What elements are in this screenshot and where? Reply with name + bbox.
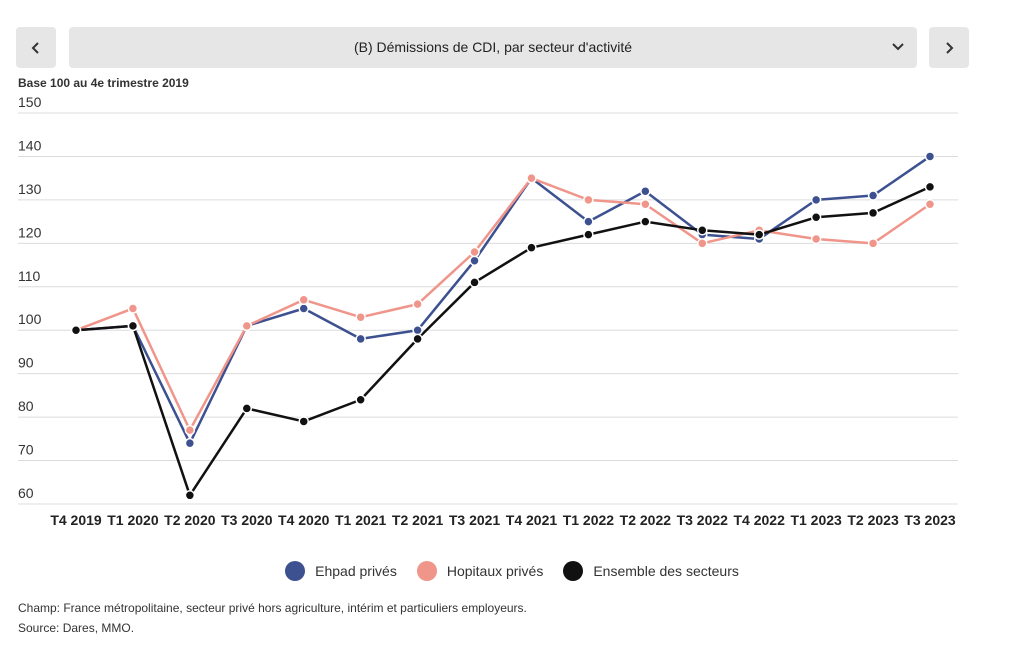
data-point-series-2[interactable] (127, 320, 139, 332)
legend-label: Hopitaux privés (446, 563, 544, 579)
chart-footnote: Champ: France métropolitaine, secteur pr… (18, 598, 527, 638)
data-point-series-0[interactable] (298, 303, 309, 314)
next-chart-button[interactable] (929, 27, 969, 68)
data-point-series-2[interactable] (526, 242, 537, 253)
data-point-series-1[interactable] (241, 320, 253, 332)
data-point-series-0[interactable] (924, 151, 936, 162)
legend-label: Ehpad privés (315, 563, 397, 579)
x-tick-label: T4 2021 (506, 512, 558, 528)
x-tick-label: T2 2022 (620, 512, 672, 528)
data-point-series-0[interactable] (184, 437, 196, 449)
chart-selector-label: (B) Démissions de CDI, par secteur d'act… (353, 39, 633, 55)
previous-chart-button[interactable] (16, 27, 56, 68)
y-tick-label: 100 (18, 311, 42, 327)
line-chart: 60 70 80 90 100 110 120 130 140 150 T4 2019 T1 2020… (18, 94, 958, 528)
legend-swatch (285, 561, 306, 581)
data-point-series-2[interactable] (241, 403, 253, 414)
x-tick-label: T1 2021 (335, 512, 387, 528)
legend-swatch (563, 561, 584, 581)
x-tick-label: T2 2023 (847, 512, 899, 528)
series-line-2 (75, 185, 931, 497)
legend-label: Ensemble des secteurs (593, 563, 739, 579)
data-point-series-0[interactable] (640, 185, 651, 197)
y-tick-label: 150 (18, 94, 42, 110)
y-tick-label: 120 (18, 224, 42, 240)
y-tick-label: 80 (18, 398, 34, 414)
data-point-series-0[interactable] (867, 190, 879, 201)
series-line-0 (75, 155, 931, 445)
data-point-series-1[interactable] (867, 238, 879, 249)
x-tick-label: T3 2021 (449, 512, 501, 528)
y-tick-label: 130 (18, 181, 42, 197)
legend-swatch (416, 561, 437, 581)
data-point-series-2[interactable] (469, 277, 480, 288)
data-point-series-2[interactable] (810, 212, 822, 223)
data-point-series-2[interactable] (184, 490, 196, 501)
data-point-series-1[interactable] (583, 194, 594, 206)
data-point-series-1[interactable] (412, 298, 423, 310)
data-point-series-2[interactable] (298, 416, 309, 427)
footnote-source: Source: Dares, MMO. (18, 621, 135, 635)
chart-legend: Ehpad privés Hopitaux privés Ensemble des … (0, 561, 1024, 581)
data-point-series-2[interactable] (924, 181, 936, 193)
x-tick-label: T2 2021 (392, 512, 444, 528)
data-point-series-0[interactable] (469, 255, 480, 266)
data-point-series-0[interactable] (412, 324, 423, 336)
x-tick-label: T3 2023 (904, 512, 956, 528)
data-point-series-2[interactable] (70, 324, 82, 336)
data-point-series-1[interactable] (697, 238, 708, 249)
data-point-series-0[interactable] (355, 333, 366, 345)
x-tick-label: T1 2020 (107, 512, 159, 528)
data-point-series-2[interactable] (640, 216, 651, 227)
data-point-series-2[interactable] (412, 333, 423, 345)
data-point-series-1[interactable] (640, 198, 651, 210)
legend-item-2[interactable]: Ensemble des secteurs (563, 561, 739, 581)
data-point-series-1[interactable] (526, 172, 537, 184)
data-point-series-1[interactable] (127, 303, 139, 314)
x-tick-label: T3 2022 (677, 512, 729, 528)
chevron-down-icon (892, 43, 904, 51)
data-point-series-2[interactable] (867, 207, 879, 219)
x-tick-label: T1 2022 (563, 512, 615, 528)
y-tick-label: 70 (18, 442, 34, 458)
data-point-series-1[interactable] (810, 233, 822, 245)
y-axis-unit-label: Base 100 au 4e trimestre 2019 (18, 76, 189, 90)
legend-item-0[interactable]: Ehpad privés (285, 561, 397, 581)
legend-item-1[interactable]: Hopitaux privés (416, 561, 544, 581)
y-tick-label: 140 (18, 137, 42, 153)
x-tick-label: T4 2019 (50, 512, 102, 528)
x-tick-label: T3 2020 (221, 512, 273, 528)
series-line-1 (75, 176, 931, 432)
data-point-series-1[interactable] (924, 198, 936, 210)
x-tick-label: T1 2023 (790, 512, 842, 528)
y-tick-label: 90 (18, 355, 34, 371)
x-tick-label: T4 2022 (734, 512, 786, 528)
x-tick-label: T4 2020 (278, 512, 330, 528)
chart-selector-dropdown[interactable]: (B) Démissions de CDI, par secteur d'act… (69, 27, 917, 68)
data-point-series-1[interactable] (298, 294, 309, 306)
y-tick-label: 60 (18, 485, 34, 501)
footnote-champ: Champ: France métropolitaine, secteur pr… (18, 601, 527, 615)
data-point-series-1[interactable] (469, 246, 480, 258)
chevron-right-icon (946, 41, 954, 54)
chevron-left-icon (31, 41, 39, 54)
x-tick-label: T2 2020 (164, 512, 216, 528)
data-point-series-1[interactable] (355, 311, 366, 323)
y-tick-label: 110 (18, 268, 41, 284)
data-point-series-2[interactable] (697, 225, 708, 236)
data-point-series-2[interactable] (583, 229, 594, 240)
data-point-series-1[interactable] (184, 424, 196, 436)
data-point-series-2[interactable] (355, 394, 366, 405)
data-point-series-2[interactable] (753, 229, 765, 240)
data-point-series-0[interactable] (810, 194, 822, 206)
data-point-series-0[interactable] (583, 216, 594, 227)
